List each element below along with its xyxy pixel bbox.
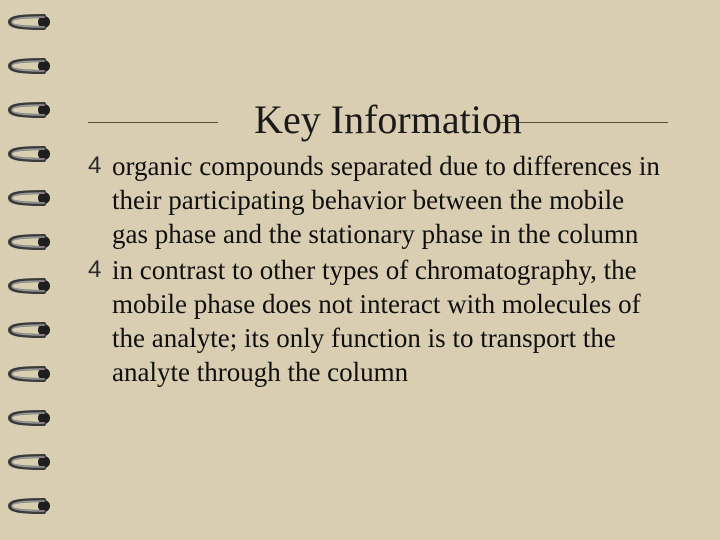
binding-ring	[8, 274, 52, 298]
bullet-text: organic compounds separated due to diffe…	[112, 149, 662, 251]
title-rule-left	[88, 122, 218, 123]
spiral-binding	[0, 0, 60, 540]
bullet-glyph: 4	[88, 149, 112, 183]
binding-ring	[8, 494, 52, 518]
title-row: Key Information	[78, 96, 698, 143]
binding-ring	[8, 186, 52, 210]
binding-ring	[8, 54, 52, 78]
binding-ring	[8, 142, 52, 166]
binding-ring	[8, 98, 52, 122]
bullet-item: 4organic compounds separated due to diff…	[88, 149, 662, 251]
binding-ring	[8, 10, 52, 34]
slide-content: Key Information 4organic compounds separ…	[78, 0, 698, 540]
binding-ring	[8, 406, 52, 430]
bullet-glyph: 4	[88, 253, 112, 287]
bullet-item: 4in contrast to other types of chromatog…	[88, 253, 662, 389]
bullet-text: in contrast to other types of chromatogr…	[112, 253, 662, 389]
binding-ring	[8, 362, 52, 386]
binding-ring	[8, 450, 52, 474]
slide-title: Key Information	[246, 96, 530, 143]
binding-ring	[8, 318, 52, 342]
bullet-list: 4organic compounds separated due to diff…	[78, 149, 698, 389]
binding-ring	[8, 230, 52, 254]
